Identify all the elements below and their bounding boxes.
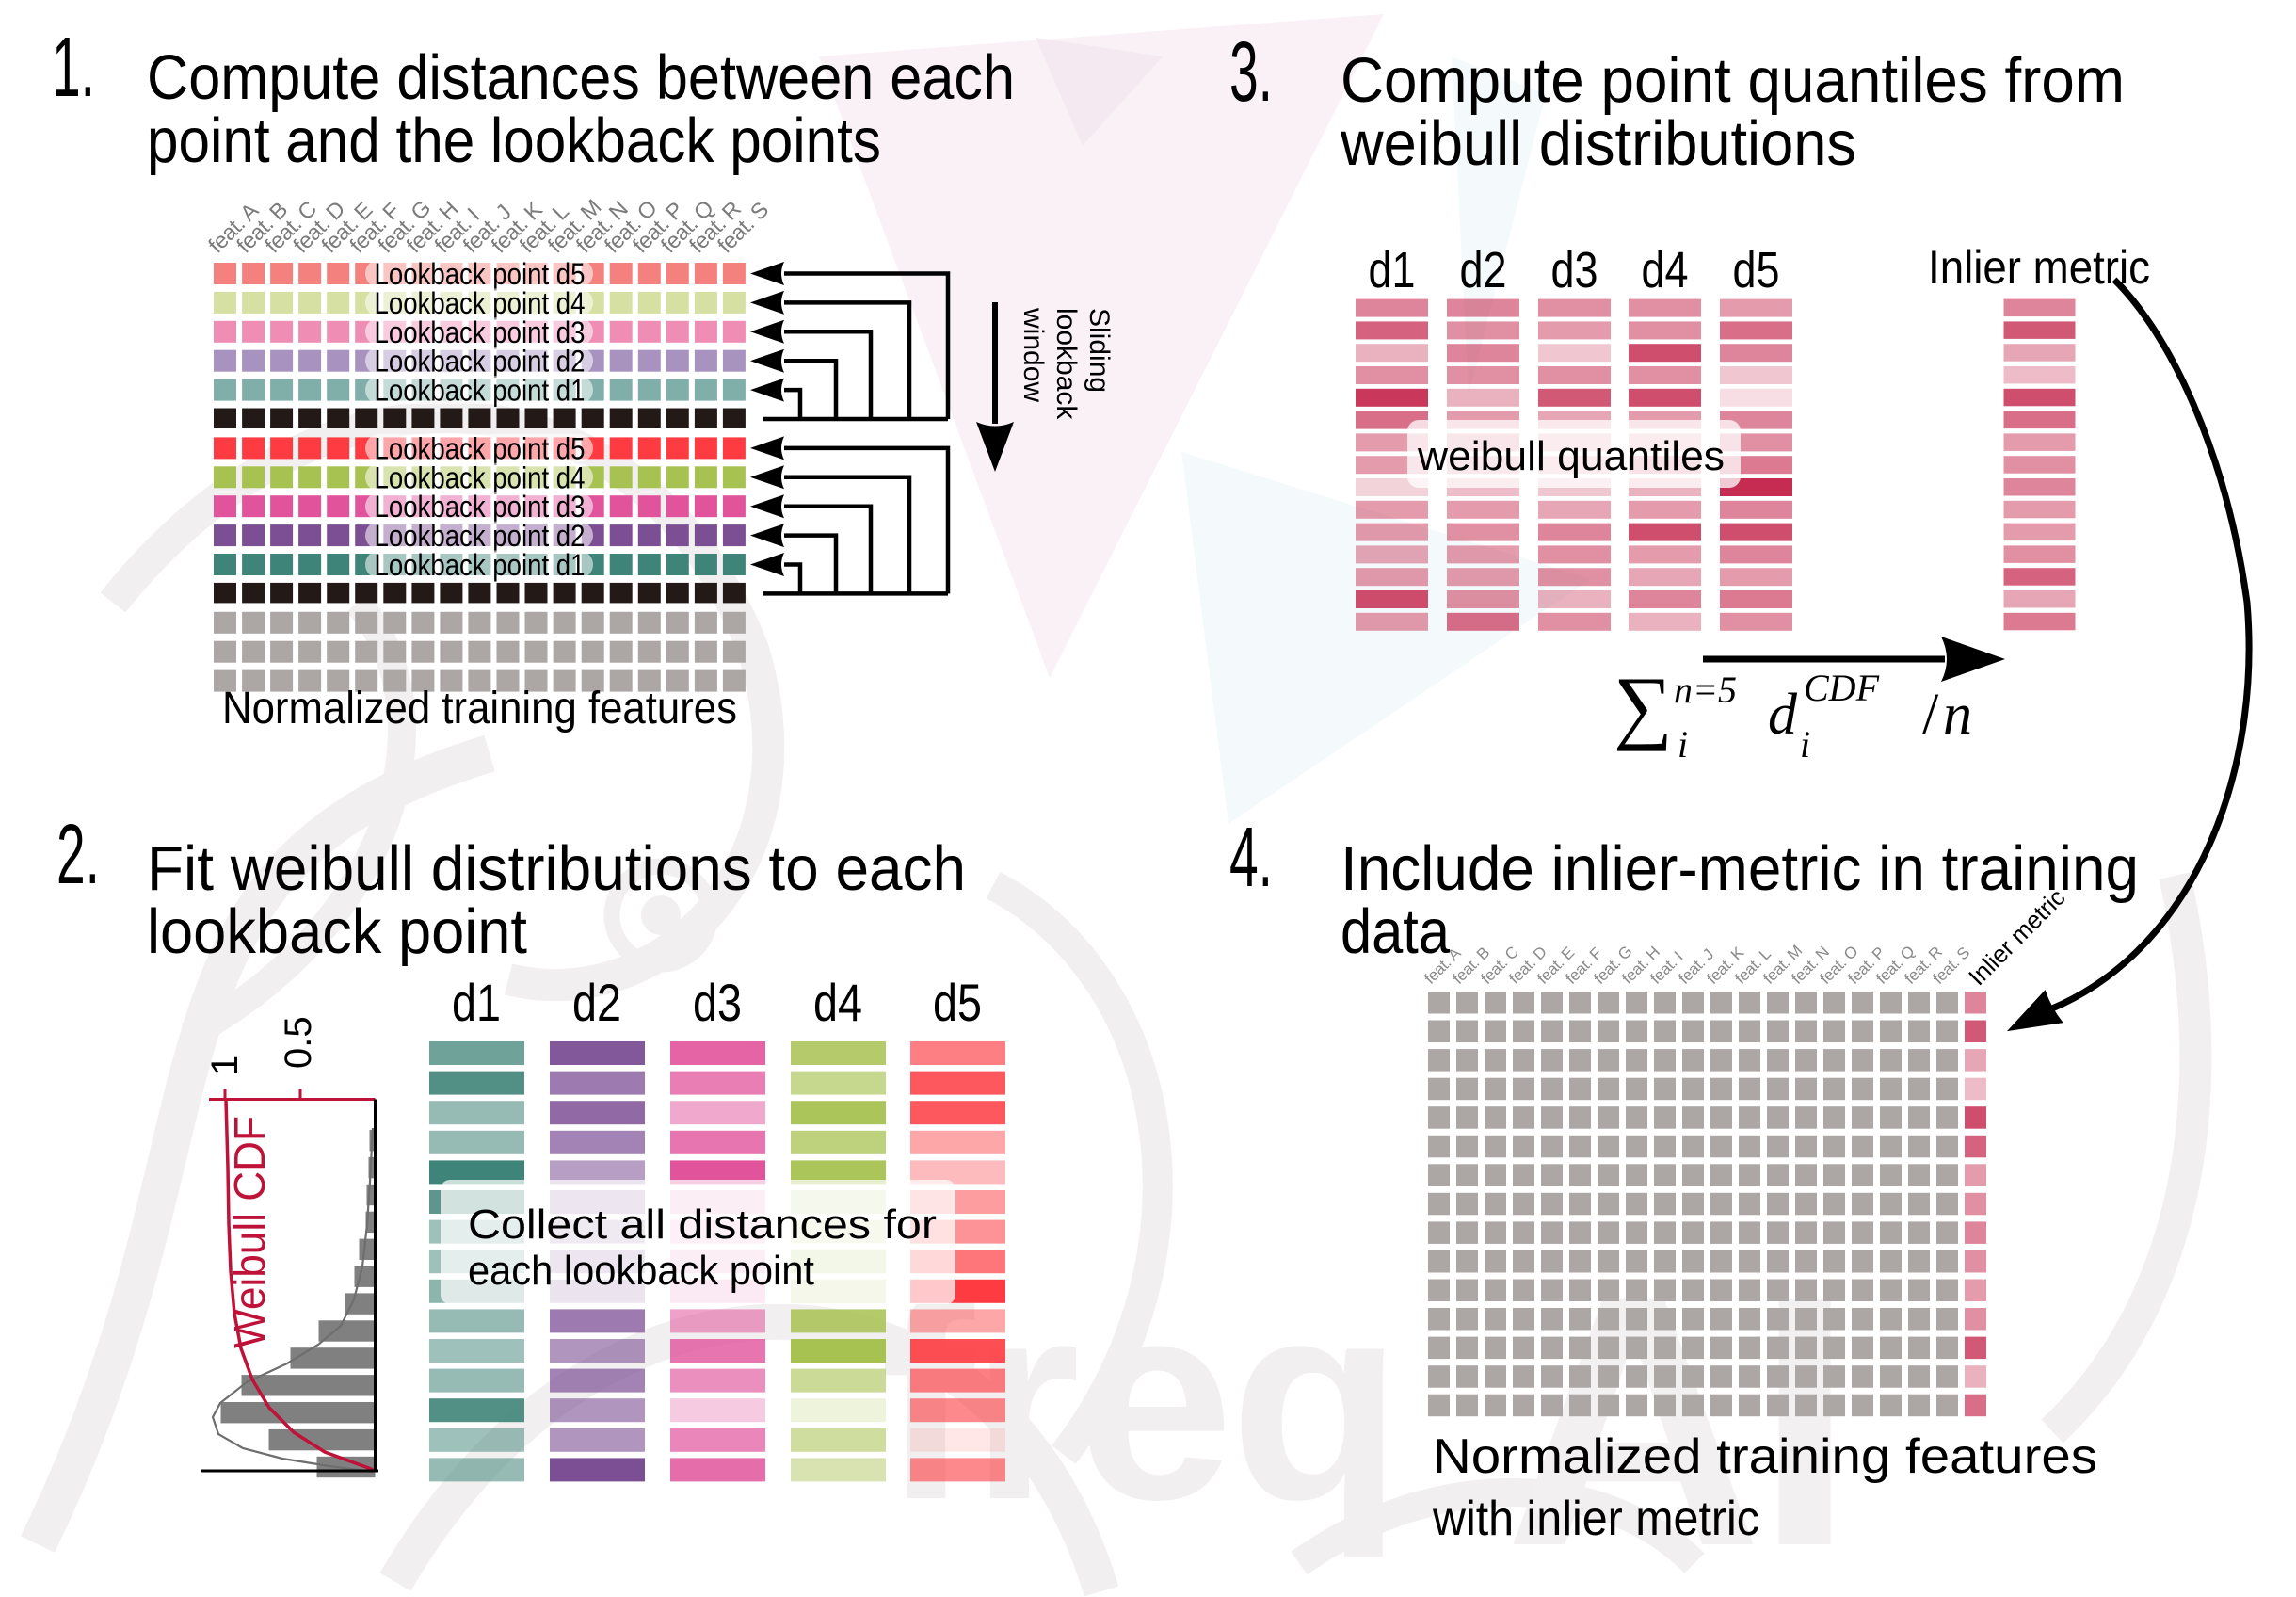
svg-text:Lookback point d4: Lookback point d4: [375, 286, 586, 320]
svg-text:∑: ∑: [1614, 661, 1673, 752]
svg-text:i: i: [1678, 723, 1688, 766]
svg-text:point and the lookback points: point and the lookback points: [147, 105, 881, 176]
svg-text:i: i: [1800, 723, 1810, 766]
svg-text:d1: d1: [452, 973, 501, 1032]
svg-text:Lookback point d4: Lookback point d4: [375, 460, 586, 494]
svg-text:d5: d5: [933, 973, 982, 1032]
svg-text:1: 1: [204, 1055, 246, 1075]
svg-text:Lookback point d5: Lookback point d5: [375, 257, 586, 291]
svg-text:Compute distances between each: Compute distances between each: [147, 42, 1015, 113]
svg-text:CDF: CDF: [1804, 667, 1880, 709]
svg-text:Weibull CDF: Weibull CDF: [225, 1116, 274, 1348]
svg-text:lookback point: lookback point: [147, 896, 527, 967]
svg-text:d2: d2: [1460, 242, 1507, 298]
svg-text:d2: d2: [572, 973, 621, 1032]
svg-text:d5: d5: [1733, 242, 1780, 298]
svg-text:2.: 2.: [56, 808, 100, 902]
svg-text:d1: d1: [1369, 242, 1416, 298]
svg-text:Lookback point d3: Lookback point d3: [375, 490, 586, 524]
svg-text:Sliding: Sliding: [1084, 308, 1115, 393]
svg-text:window: window: [1018, 307, 1049, 402]
svg-text:Normalized training features: Normalized training features: [1433, 1429, 2097, 1484]
svg-text:Include inlier-metric in train: Include inlier-metric in training: [1341, 833, 2139, 904]
svg-text:Compute point quantiles from: Compute point quantiles from: [1341, 45, 2125, 116]
svg-text:each lookback point: each lookback point: [468, 1248, 814, 1294]
svg-text:Lookback point d5: Lookback point d5: [375, 431, 586, 465]
svg-text:d: d: [1768, 683, 1798, 747]
svg-text:Lookback point d3: Lookback point d3: [375, 315, 586, 349]
svg-text:Lookback point d2: Lookback point d2: [375, 345, 586, 379]
svg-text:weibull distributions: weibull distributions: [1340, 108, 1856, 179]
svg-text:Lookback point d1: Lookback point d1: [375, 374, 586, 408]
svg-text:d3: d3: [693, 973, 742, 1032]
svg-text:Inlier metric: Inlier metric: [1928, 241, 2150, 294]
svg-text:Normalized training features: Normalized training features: [222, 684, 737, 734]
svg-text:Fit weibull distributions to e: Fit weibull distributions to each: [147, 833, 966, 904]
svg-text:n: n: [1943, 683, 1972, 747]
svg-text:Collect all distances for: Collect all distances for: [468, 1202, 937, 1248]
svg-text:1.: 1.: [52, 21, 95, 115]
svg-text:/: /: [1922, 683, 1939, 747]
svg-text:with inlier metric: with inlier metric: [1432, 1492, 1759, 1546]
svg-text:d3: d3: [1551, 242, 1598, 298]
svg-text:d4: d4: [1642, 242, 1689, 298]
svg-text:4.: 4.: [1229, 811, 1273, 905]
svg-text:data: data: [1341, 896, 1451, 967]
svg-text:3.: 3.: [1229, 25, 1273, 120]
svg-text:weibull quantiles: weibull quantiles: [1417, 433, 1725, 479]
svg-text:Lookback point d1: Lookback point d1: [375, 548, 586, 582]
svg-text:n=5: n=5: [1674, 669, 1737, 711]
svg-text:d4: d4: [813, 973, 862, 1032]
svg-text:0.5: 0.5: [278, 1016, 319, 1069]
svg-text:lookback: lookback: [1051, 308, 1082, 420]
svg-text:Lookback point d2: Lookback point d2: [375, 519, 586, 553]
